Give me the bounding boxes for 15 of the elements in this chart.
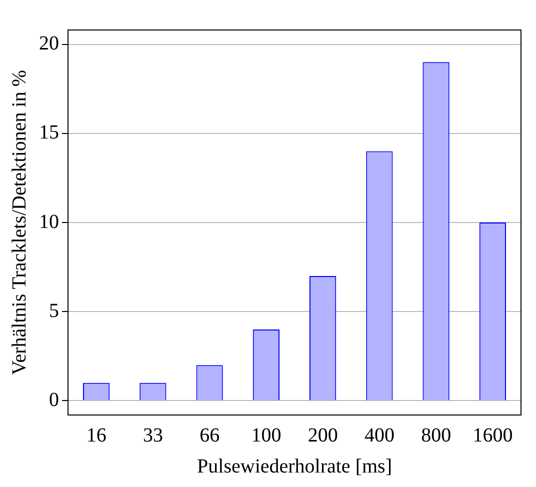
x-axis-title: Pulsewiederholrate [ms] <box>197 455 392 478</box>
x-tick-label: 400 <box>364 424 394 446</box>
y-tick-label: 0 <box>49 388 59 411</box>
y-tick-label: 15 <box>39 122 59 144</box>
x-tick-label: 100 <box>251 424 282 446</box>
y-tick-label: 10 <box>39 210 59 233</box>
x-tick-label: 33 <box>142 424 163 446</box>
x-tick-label: 1600 <box>472 424 513 446</box>
x-tick-label: 16 <box>86 424 106 446</box>
y-tick-label: 5 <box>49 300 59 322</box>
y-axis-title: Verhältnis Tracklets/Detektionen in % <box>8 70 30 375</box>
x-tick-label: 800 <box>421 424 452 446</box>
x-tick-label: 200 <box>308 424 338 446</box>
y-tick-label: 20 <box>39 32 59 55</box>
x-tick-label: 66 <box>200 424 220 446</box>
